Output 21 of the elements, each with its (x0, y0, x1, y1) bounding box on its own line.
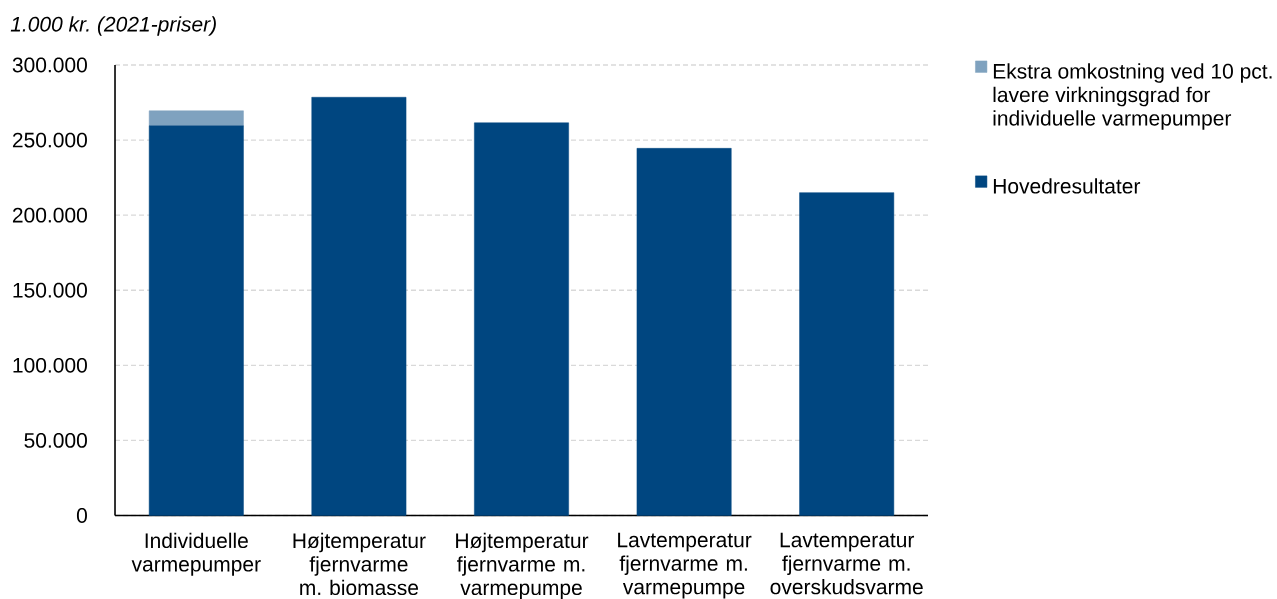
x-tick-label: Lavtemperatur fjernvarme m. varmepumpe (618, 532, 752, 599)
legend-label: Ekstra omkostning ved 10 pct. lavere virkningsgrad for individuelle varmepumper (993, 63, 1272, 130)
x-tick-label: Lavtemperatur fjernvarme m. overskudsvarme (770, 532, 923, 595)
y-tick-label: 0 (76, 508, 87, 523)
y-axis-title: 1.000 kr. (2021-priser) (10, 16, 216, 36)
y-tick-label: 50.000 (24, 432, 87, 448)
x-tick-label: Individuelle varmepumper (131, 532, 261, 576)
bar (636, 148, 732, 516)
bar (799, 192, 895, 516)
y-tick-label: 150.000 (13, 282, 87, 298)
bar (148, 110, 244, 127)
x-tick-label: Højtemperatur fjernvarme m. biomasse (293, 532, 426, 596)
y-tick-label: 100.000 (13, 357, 87, 373)
x-tick-label: Højtemperatur fjernvarme m. varmepumpe (456, 532, 589, 599)
bar (148, 125, 244, 516)
y-tick-label: 300.000 (12, 57, 87, 73)
y-tick-label: 250.000 (12, 132, 87, 148)
legend-label: Hovedresultater (993, 178, 1141, 194)
bar (474, 122, 569, 516)
bar (311, 97, 407, 516)
y-tick-label: 200.000 (12, 207, 87, 223)
